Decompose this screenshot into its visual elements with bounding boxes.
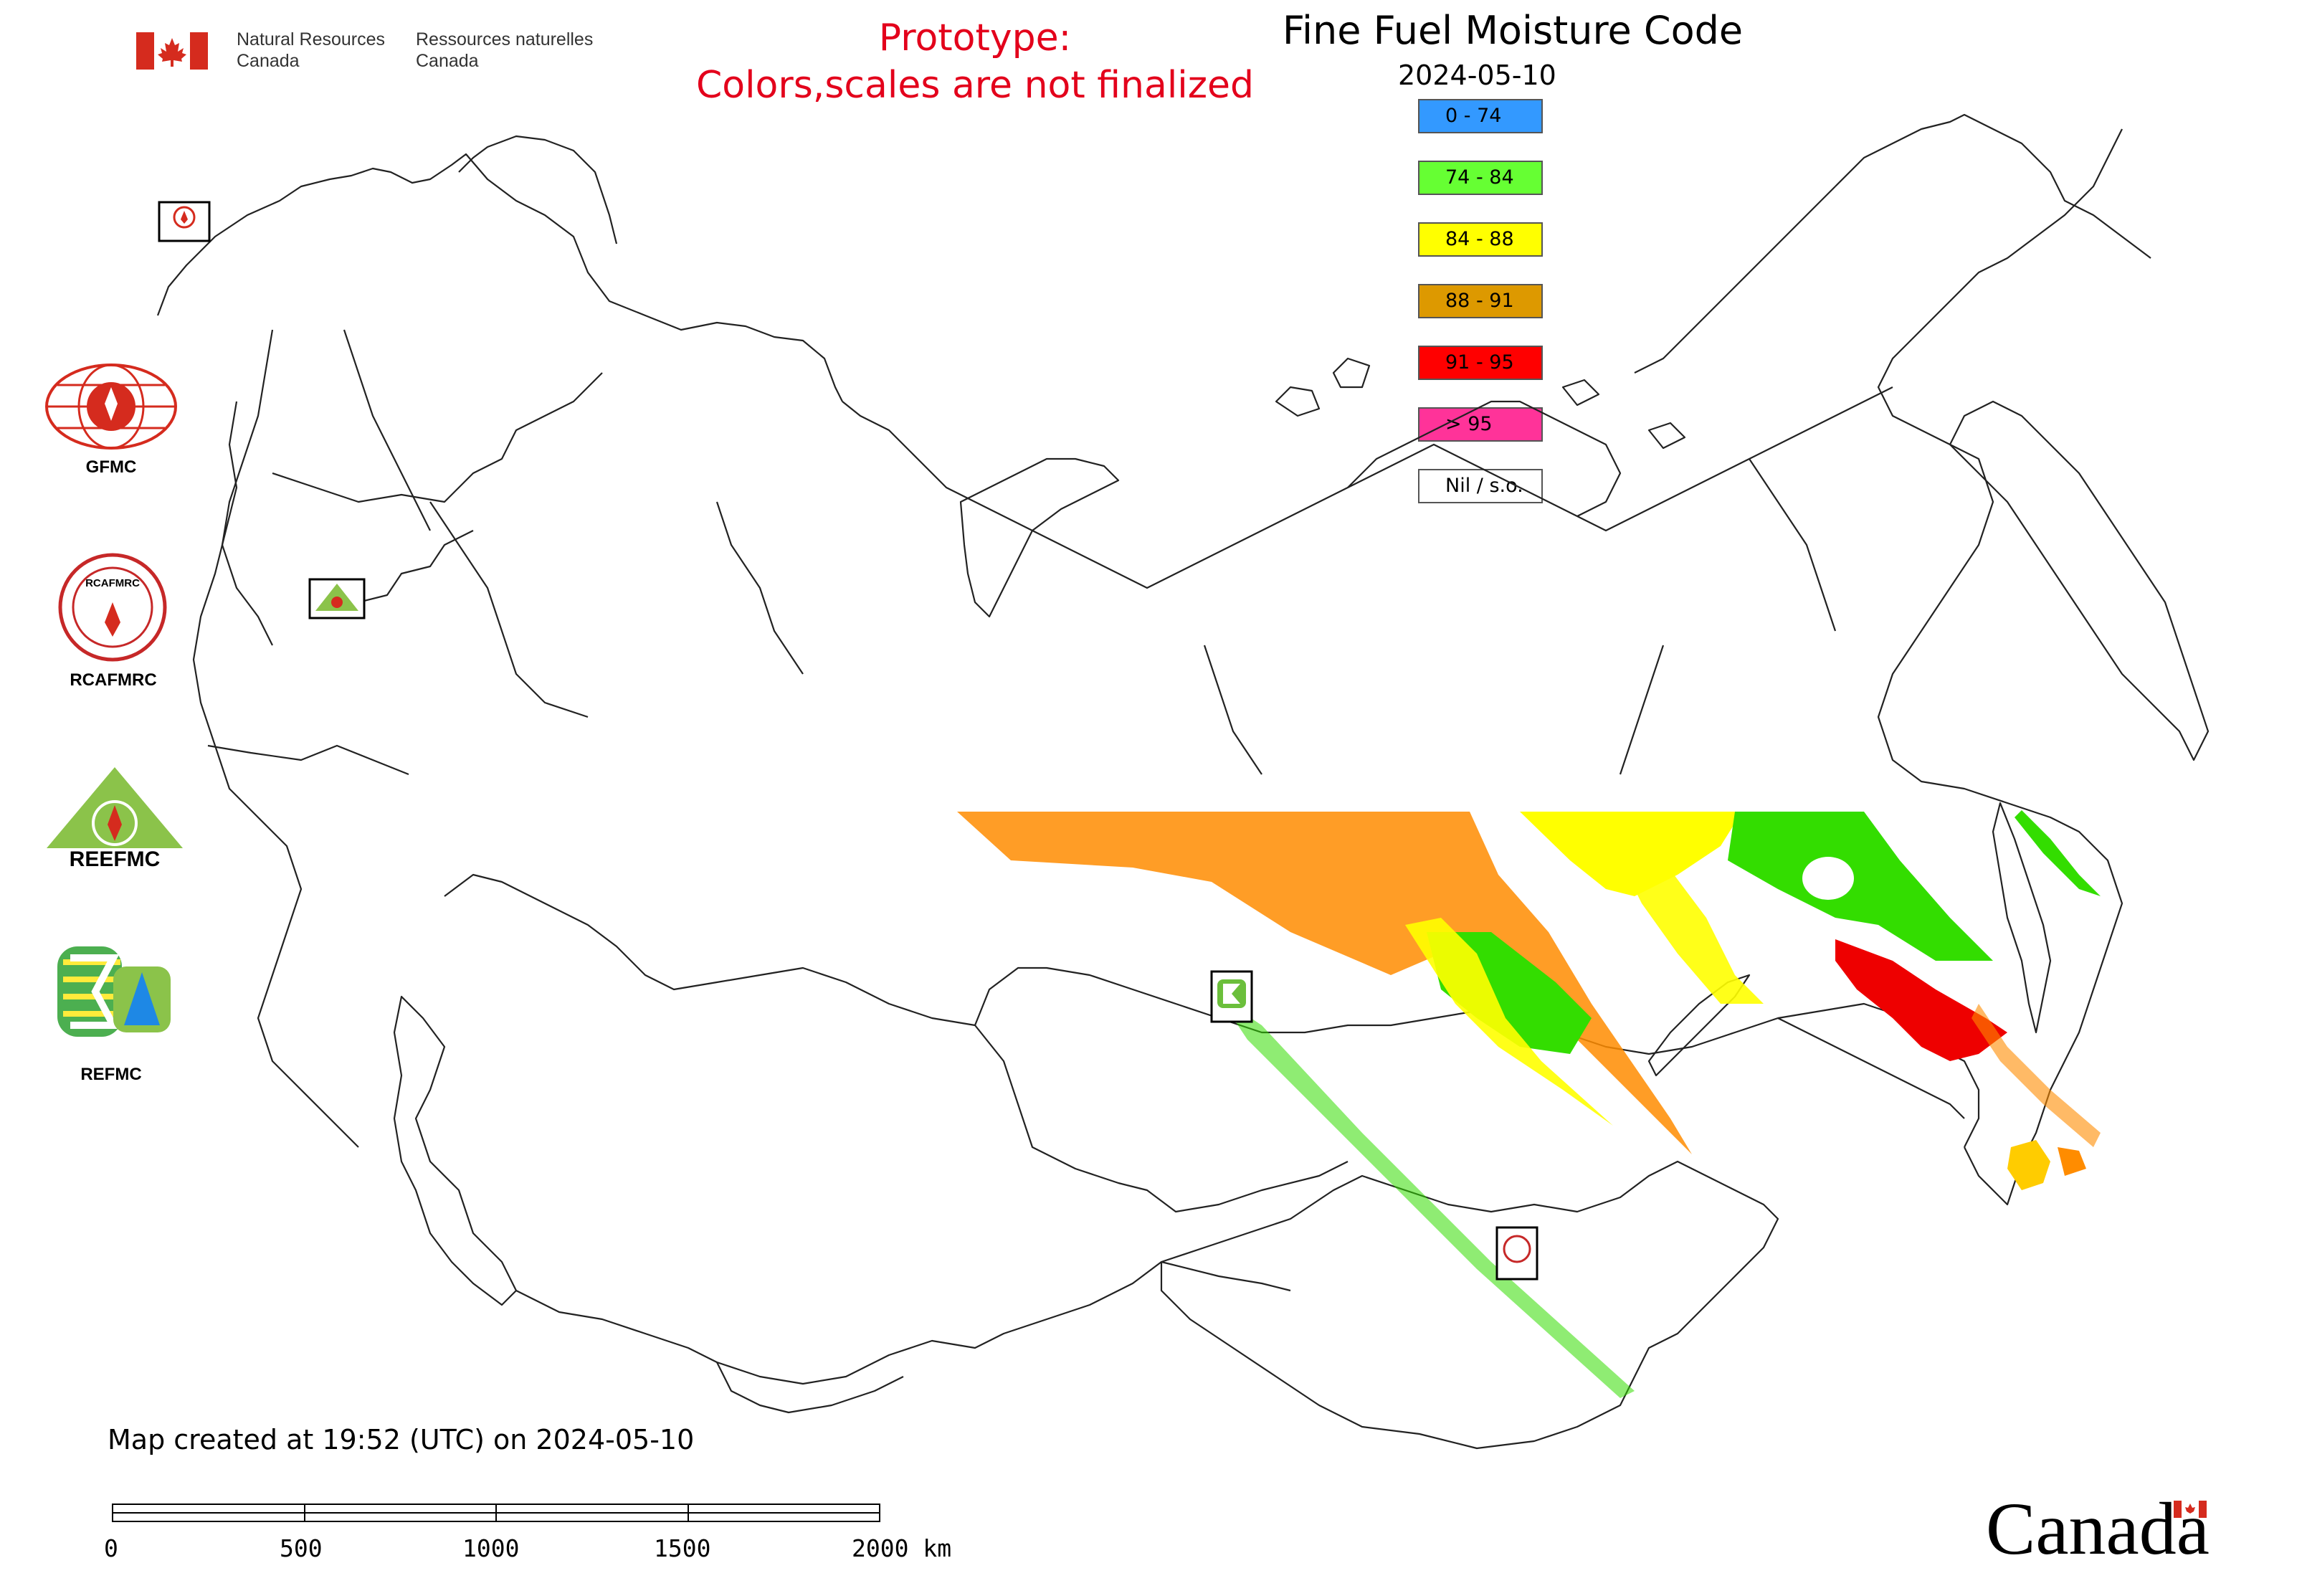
legend-label: 91 - 95 <box>1445 351 1514 374</box>
map-date: 2024-05-10 <box>1398 60 1556 91</box>
caspian-sea-outline <box>393 995 518 1306</box>
scale-label-500: 500 <box>280 1534 323 1562</box>
kazakhstan-outline <box>444 873 1349 1213</box>
scale-label-0: 0 <box>104 1534 118 1562</box>
legend-label: 88 - 91 <box>1445 290 1514 312</box>
department-fr-line2: Canada <box>416 51 479 71</box>
department-name-fr: Ressources naturelles Canada <box>416 29 593 72</box>
legend-label: Nil / s.o. <box>1445 475 1523 497</box>
department-fr-line1: Ressources naturelles <box>416 29 594 49</box>
gfmc-globe-icon <box>45 364 177 450</box>
ffmc-swath-green-thin <box>1219 997 1635 1398</box>
map-title: Fine Fuel Moisture Code <box>1282 8 1744 53</box>
mongolia-outline <box>1160 1160 1779 1450</box>
ffmc-swath-yellow-edge <box>1405 918 1613 1126</box>
legend-label: 84 - 88 <box>1445 228 1514 250</box>
kamchatka-outline <box>1949 400 2210 761</box>
legend-item-84-88: 84 - 88 <box>1418 222 1543 257</box>
reefmc-logo: REEFMC <box>39 766 190 873</box>
ffmc-primorye-red <box>2058 1147 2086 1176</box>
legend-item-74-84: 74 - 84 <box>1418 161 1543 195</box>
novaya-zemlya-outline <box>959 457 1120 618</box>
ffmc-swath-orange <box>957 812 1692 1154</box>
map-creation-timestamp: Map created at 19:52 (UTC) on 2024-05-10 <box>108 1424 695 1455</box>
refmc-label: REFMC <box>80 1065 142 1084</box>
gfmc-label: GFMC <box>85 457 137 477</box>
refmc-map-marker <box>1210 970 1253 1023</box>
gfmc-map-marker <box>158 201 211 242</box>
scale-label-1500: 1500 <box>654 1534 711 1562</box>
legend-item-gt-95: > 95 <box>1418 407 1543 442</box>
rcafmrc-seal-icon: RCAFMRC <box>58 553 167 662</box>
ffmc-primorye-yellow <box>2007 1140 2050 1190</box>
ffmc-kamchatka-green <box>2015 810 2101 896</box>
legend-item-88-91: 88 - 91 <box>1418 284 1543 318</box>
refmc-logo <box>56 945 174 1038</box>
prototype-line2: Colors,scales are not finalized <box>695 64 1255 107</box>
scandinavia-outline <box>156 153 843 402</box>
ffmc-swath-red <box>1835 939 2007 1061</box>
legend-label: 0 - 74 <box>1445 105 1502 127</box>
department-en-line2: Canada <box>237 51 300 71</box>
legend-item-nil: Nil / s.o. <box>1418 469 1543 503</box>
wordmark-flag-icon <box>2174 1501 2207 1518</box>
ffmc-swath-yellow-mid <box>1613 846 1764 1004</box>
department-name-en: Natural Resources Canada <box>237 29 385 72</box>
scale-bar <box>112 1504 880 1522</box>
legend-item-0-74: 0 - 74 <box>1418 99 1543 133</box>
rcafmrc-label: RCAFMRC <box>70 670 157 690</box>
refmc-sigma-icon <box>57 946 171 1037</box>
sakhalin-outline <box>1992 802 2052 1034</box>
scale-label-1000: 1000 <box>462 1534 520 1562</box>
gfmc-logo <box>43 362 179 455</box>
rcafmrc-map-marker <box>1495 1226 1538 1281</box>
legend-label: > 95 <box>1445 413 1493 435</box>
ffmc-swath-orange-thin <box>1972 1004 2101 1147</box>
scale-label-2000: 2000 km <box>852 1534 952 1562</box>
rcafmrc-logo: RCAFMRC <box>57 552 168 663</box>
reefmc-logo-text: REEFMC <box>70 847 161 871</box>
ffmc-overlay <box>957 810 2101 1398</box>
canada-flag-icon <box>136 32 208 70</box>
canada-wordmark: Canada <box>1986 1490 2210 1569</box>
reefmc-map-marker <box>308 578 366 619</box>
ffmc-blue-patch <box>1802 857 1854 900</box>
chukotka-outline <box>1835 113 2151 259</box>
far-east-coast <box>1877 128 2123 1206</box>
ffmc-swath-green-east <box>1728 812 1993 961</box>
legend-label: 74 - 84 <box>1445 166 1514 189</box>
country-borders <box>156 113 2210 1450</box>
taymyr-outline <box>1347 400 1622 517</box>
rcafmrc-seal-text: RCAFMRC <box>85 577 140 589</box>
prototype-line1: Prototype: <box>878 16 1072 60</box>
west-europe-outline <box>192 401 359 1148</box>
arctic-coast <box>842 386 1893 589</box>
reefmc-triangle-icon: REEFMC <box>47 767 183 871</box>
department-en-line1: Natural Resources <box>237 29 386 49</box>
prototype-notice: Prototype: Colors,scales are not finaliz… <box>645 14 1305 109</box>
canada-wordmark-text: Canada <box>1986 1488 2210 1570</box>
legend-item-91-95: 91 - 95 <box>1418 346 1543 380</box>
